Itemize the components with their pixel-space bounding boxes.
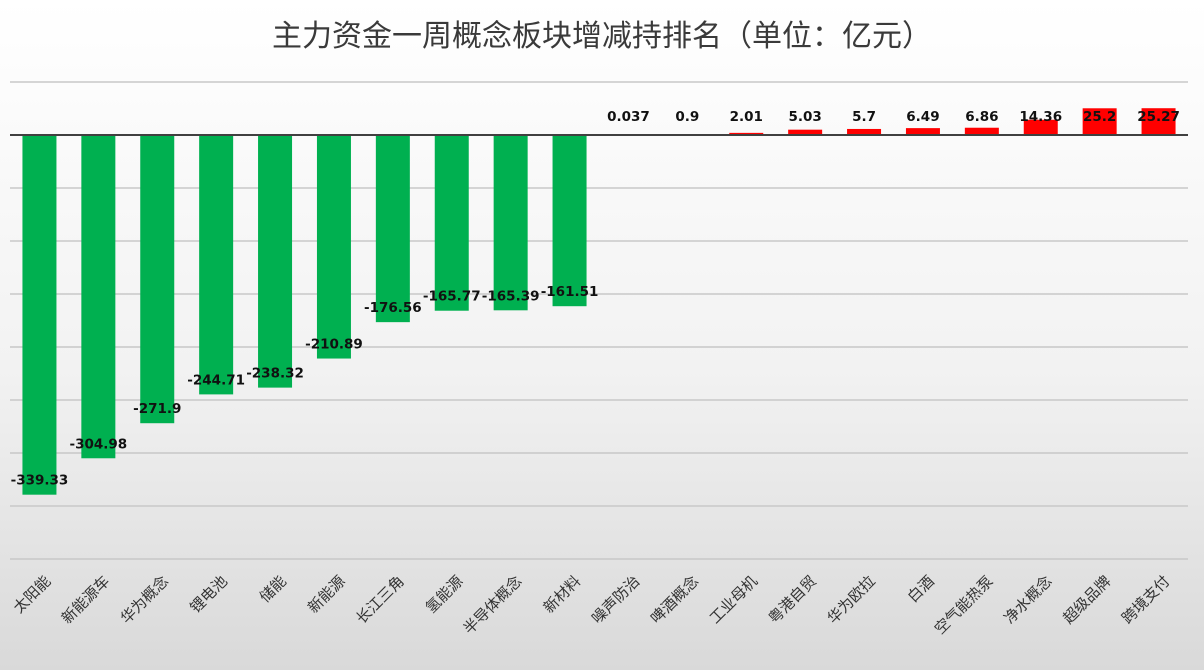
- data-label: -176.56: [364, 300, 422, 316]
- category-label: 华为欧拉: [824, 572, 879, 627]
- category-label: 超级品牌: [1059, 572, 1114, 627]
- bar: [375, 135, 410, 323]
- data-label: 2.01: [730, 109, 763, 125]
- category-label: 啤酒概念: [647, 572, 702, 627]
- category-label: 新能源车: [58, 572, 113, 627]
- gridlines: [10, 81, 1188, 560]
- bar: [905, 128, 940, 135]
- bar: [81, 135, 116, 459]
- data-label: -161.51: [541, 284, 599, 300]
- category-label: 锂电池: [186, 572, 231, 617]
- data-label: 25.2: [1083, 109, 1116, 125]
- data-labels: -339.33 -304.98 -271.9 -244.71 -238.32-210.8…: [11, 109, 1180, 489]
- bars: [22, 108, 1176, 495]
- bar: [1141, 108, 1176, 135]
- data-label: -244.71: [187, 372, 245, 388]
- bar: [22, 135, 57, 495]
- data-label: 0.037: [607, 109, 650, 125]
- bar: [316, 135, 351, 359]
- category-label: 粤港自贸: [765, 572, 820, 627]
- category-label: 新材料: [540, 572, 585, 617]
- data-label: -271.9: [133, 401, 181, 417]
- category-label: 长江三角: [353, 572, 408, 627]
- bar: [552, 135, 587, 307]
- data-label: -304.98: [69, 436, 127, 452]
- category-label: 氢能源: [422, 572, 467, 617]
- category-label: 储能: [256, 572, 290, 606]
- bar: [258, 135, 293, 388]
- bar: [847, 128, 882, 135]
- data-label: -210.89: [305, 337, 363, 353]
- bar: [1082, 108, 1117, 135]
- data-label: 6.86: [965, 109, 998, 125]
- bar: [140, 135, 175, 424]
- data-label: 0.9: [675, 109, 699, 125]
- data-label: 14.36: [1019, 109, 1062, 125]
- data-label: 6.49: [906, 109, 939, 125]
- category-label: 白酒: [904, 572, 938, 606]
- bar: [1023, 119, 1058, 135]
- bar: [964, 127, 999, 135]
- category-label: 新能源: [304, 572, 349, 617]
- bar: [493, 135, 528, 311]
- data-label: 5.7: [852, 109, 876, 125]
- category-label: 工业母机: [706, 572, 761, 627]
- category-label: 空气能热泵: [931, 572, 997, 638]
- bar: [788, 129, 823, 135]
- category-label: 噪声防治: [588, 572, 643, 627]
- data-label: 25.27: [1137, 109, 1180, 125]
- category-label: 跨境支付: [1118, 572, 1173, 627]
- chart-title: 主力资金一周概念板块增减持排名（单位：亿元）: [272, 19, 932, 54]
- bar: [729, 132, 764, 135]
- bar: [199, 135, 234, 395]
- data-label: -165.39: [482, 288, 540, 304]
- category-label: 华为概念: [117, 572, 172, 627]
- data-label: -238.32: [246, 366, 304, 382]
- bar: [434, 135, 469, 311]
- category-label: 太阳能: [10, 572, 55, 617]
- category-label: 净水概念: [1000, 572, 1055, 627]
- data-label: 5.03: [788, 109, 821, 125]
- data-label: -339.33: [11, 473, 69, 489]
- data-label: -165.77: [423, 289, 481, 305]
- category-label: 半导体概念: [460, 572, 526, 638]
